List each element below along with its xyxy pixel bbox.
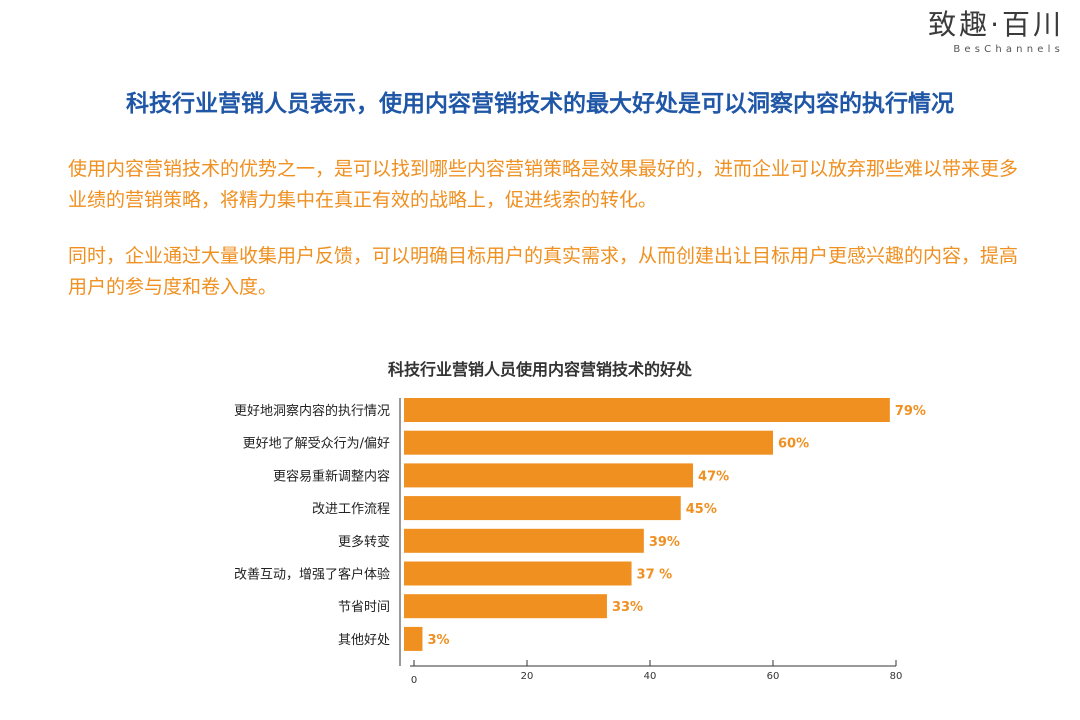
- category-label: 更好地洞察内容的执行情况: [234, 403, 390, 419]
- value-label: 45%: [686, 502, 717, 517]
- bar: [404, 398, 890, 422]
- category-label: 更好地了解受众行为/偏好: [243, 437, 390, 452]
- paragraph-feedback: 同时，企业通过大量收集用户反馈，可以明确目标用户的真实需求，从而创建出让目标用户…: [68, 245, 1019, 298]
- brand-logo-subtext: BesChannels: [953, 44, 1064, 55]
- value-label: 33%: [612, 600, 643, 615]
- value-label: 37 %: [637, 568, 673, 583]
- page-headline: 科技行业营销人员表示，使用内容营销技术的最大好处是可以洞察内容的执行情况: [126, 91, 954, 117]
- bar: [404, 626, 423, 651]
- bar: [404, 463, 694, 488]
- value-label: 3%: [427, 633, 449, 648]
- chart-title: 科技行业营销人员使用内容营销技术的好处: [387, 360, 692, 379]
- category-label: 更多转变: [338, 534, 390, 550]
- benefits-bar-chart: 更好地洞察内容的执行情况 79% 更好地了解受众行为/偏好 60% 更容易重新调整内容 4…: [234, 398, 926, 686]
- x-tick-label: 80: [890, 671, 903, 682]
- bar: [404, 561, 632, 586]
- x-tick-label: 0: [411, 675, 417, 686]
- value-label: 79%: [895, 404, 926, 419]
- value-label: 39%: [649, 535, 680, 550]
- x-tick-label: 40: [644, 671, 657, 682]
- value-label: 47%: [698, 469, 729, 484]
- category-label: 改善互动，增强了客户体验: [234, 567, 390, 583]
- x-tick-label: 60: [767, 671, 780, 682]
- bar: [404, 528, 644, 553]
- brand-logo: 致趣·百川 BesChannels: [928, 8, 1064, 55]
- category-label: 更容易重新调整内容: [273, 468, 390, 484]
- value-label: 60%: [778, 437, 809, 452]
- category-label: 节省时间: [338, 600, 390, 615]
- bar: [404, 430, 773, 455]
- bar: [404, 496, 681, 521]
- bar: [404, 594, 607, 619]
- category-label: 其他好处: [338, 633, 390, 648]
- brand-logo-text: 致趣·百川: [928, 8, 1064, 41]
- paragraph-advantage: 使用内容营销技术的优势之一，是可以找到哪些内容营销策略是效果最好的，进而企业可以…: [68, 158, 1019, 211]
- x-tick-label: 20: [521, 671, 534, 682]
- category-label: 改进工作流程: [312, 502, 390, 517]
